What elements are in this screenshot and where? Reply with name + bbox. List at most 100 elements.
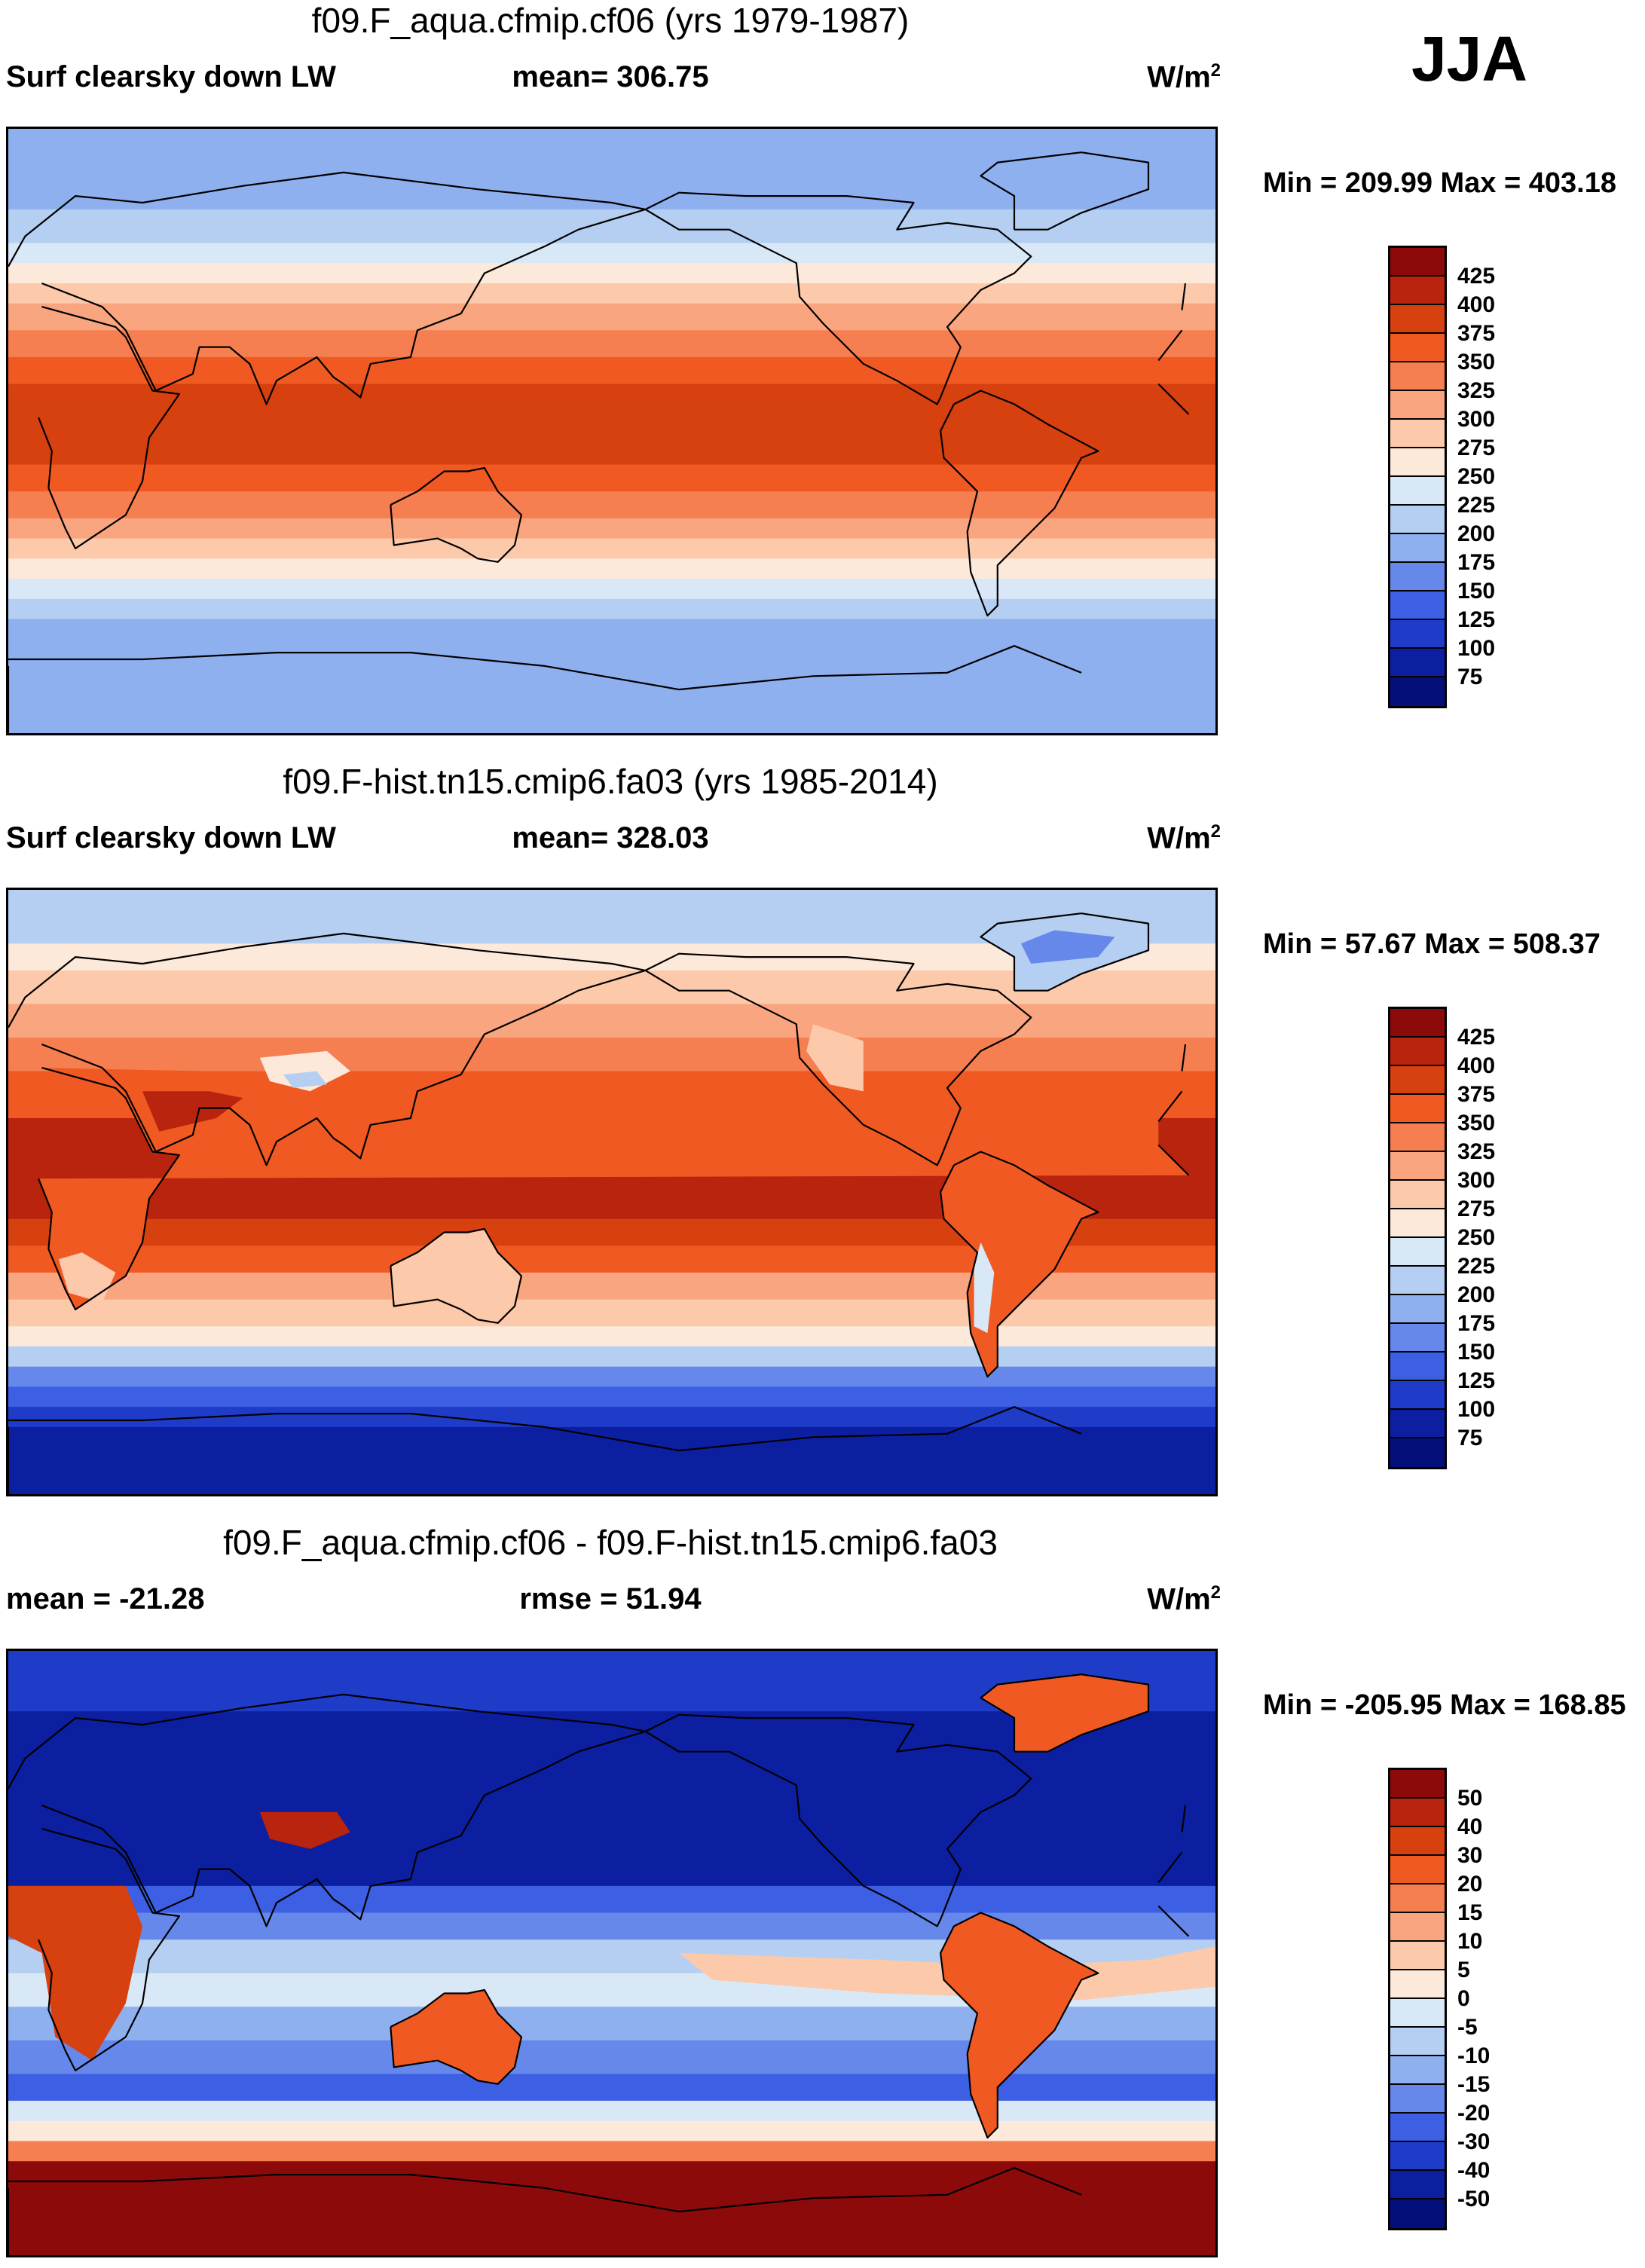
mean-label: mean = -21.28 [6,1582,205,1615]
colorbar-swatch [1390,477,1445,506]
band [8,1346,1215,1368]
coastline-namerica [644,1713,1032,1927]
coastline-africa [38,306,180,550]
map-panel [6,127,1218,735]
colorbar-swatch [1390,563,1445,591]
coastline-antarctica [8,2167,1082,2213]
band [8,384,1215,466]
coastline-samerica [939,390,1099,617]
colorbar-swatch [1390,1353,1445,1381]
band [8,2101,1215,2122]
coastline-europe_asia [1181,1044,1187,1071]
colorbar-swatch [1390,649,1445,677]
colorbar-swatch [1390,1884,1445,1913]
coastline-africa [1157,1144,1190,1176]
colorbar-swatch [1390,1295,1445,1324]
colorbar-tick-label: 175 [1457,550,1496,575]
colorbar-swatch [1390,1181,1445,1209]
band [8,283,1215,304]
variable-label: Surf clearsky down LW [6,60,336,93]
panel-title: f09.F_aqua.cfmip.cf06 (yrs 1979-1987) [311,1,910,40]
colorbar-tick-label: 225 [1457,493,1496,518]
colorbar-swatch [1390,1152,1445,1181]
band [8,330,1215,358]
colorbar-swatch [1390,1009,1445,1038]
coastline-africa [1157,1090,1183,1123]
colorbar-tick-label: 225 [1457,1254,1496,1279]
colorbar-tick-label: -50 [1457,2187,1491,2211]
min-max-label: Min = 209.99 Max = 403.18 [1263,167,1616,199]
coastline-greenland [980,151,1150,231]
coastline-greenland [980,1673,1150,1753]
panel-title: f09.F_aqua.cfmip.cf06 - f09.F-hist.tn15.… [223,1523,998,1562]
band [8,356,1215,385]
colorbar-swatch [1390,2056,1445,2085]
colorbar-tick-label: -10 [1457,2043,1491,2068]
colorbar-swatch [1390,1095,1445,1123]
band [8,2141,1215,2162]
mean-label: mean= 328.03 [512,821,709,854]
coastline-namerica [644,191,1032,405]
africa-anomaly [8,1885,142,2061]
colorbar-tick-label: 375 [1457,1082,1496,1107]
coastline-africa [1157,1905,1190,1937]
units-label: W/m2 [1147,60,1221,94]
colorbar-tick-label: 30 [1457,1843,1483,1868]
colorbar-swatch [1390,1770,1445,1799]
units-label: W/m2 [1147,1582,1221,1616]
band [8,1366,1215,1387]
colorbar-tick-label: 250 [1457,464,1496,489]
colorbar-swatch [1390,448,1445,477]
tibet-field [259,1050,350,1092]
min-max-label: Min = 57.67 Max = 508.37 [1263,928,1601,960]
colorbar-tick-label: 100 [1457,1397,1496,1422]
colorbar-swatch [1390,534,1445,563]
band [8,209,1215,243]
colorbar-tick-label: -5 [1457,2015,1478,2040]
band [8,129,1215,210]
rockies-field [806,1024,864,1092]
colorbar-swatch [1390,1856,1445,1884]
australia-field [390,1229,521,1323]
colorbar-swatch [1390,1267,1445,1295]
band [8,2120,1215,2142]
colorbar-swatch [1390,1324,1445,1353]
colorbar-tick-label: 275 [1457,436,1496,460]
colorbar-tick-label: 125 [1457,607,1496,632]
coastline-europe_asia [8,171,647,405]
colorbar-tick-label: 400 [1457,1053,1496,1078]
coastline-samerica [939,1912,1099,2139]
coastline-australia [390,1227,523,1324]
band [8,1326,1215,1347]
band [8,2161,1215,2255]
band [8,1386,1215,1408]
colorbar-swatch [1390,1066,1445,1095]
colorbar-tick-label: 150 [1457,579,1496,604]
tibet-core-field [283,1071,327,1088]
rmse-label: rmse = 51.94 [519,1582,702,1615]
arabia-field [142,1091,243,1132]
coastline-africa [38,1828,180,2072]
panel-title: f09.F-hist.tn15.cmip6.fa03 (yrs 1985-201… [283,762,938,801]
colorbar-tick-label: -15 [1457,2072,1491,2097]
colorbar-tick-label: 325 [1457,1139,1496,1164]
coastlines [8,912,1190,1494]
colorbar-swatch [1390,420,1445,448]
colorbar-swatch [1390,334,1445,362]
world-map [8,890,1215,1494]
colorbar-tick-label: 125 [1457,1368,1496,1393]
coastlines [8,1673,1190,2255]
colorbar-swatch [1390,2085,1445,2114]
world-map [8,1651,1215,2255]
colorbar-tick-label: 200 [1457,521,1496,546]
colorbar-swatch [1390,2142,1445,2171]
colorbar-tick-label: 150 [1457,1340,1496,1365]
map-panel [6,1649,1218,2257]
colorbar-swatch [1390,1999,1445,2028]
colorbar-swatch [1390,506,1445,534]
colorbar-swatch [1390,277,1445,305]
greenland-core-field [1020,930,1115,964]
band [8,1407,1215,1428]
band [8,491,1215,519]
colorbar-swatches [1388,1007,1447,1469]
